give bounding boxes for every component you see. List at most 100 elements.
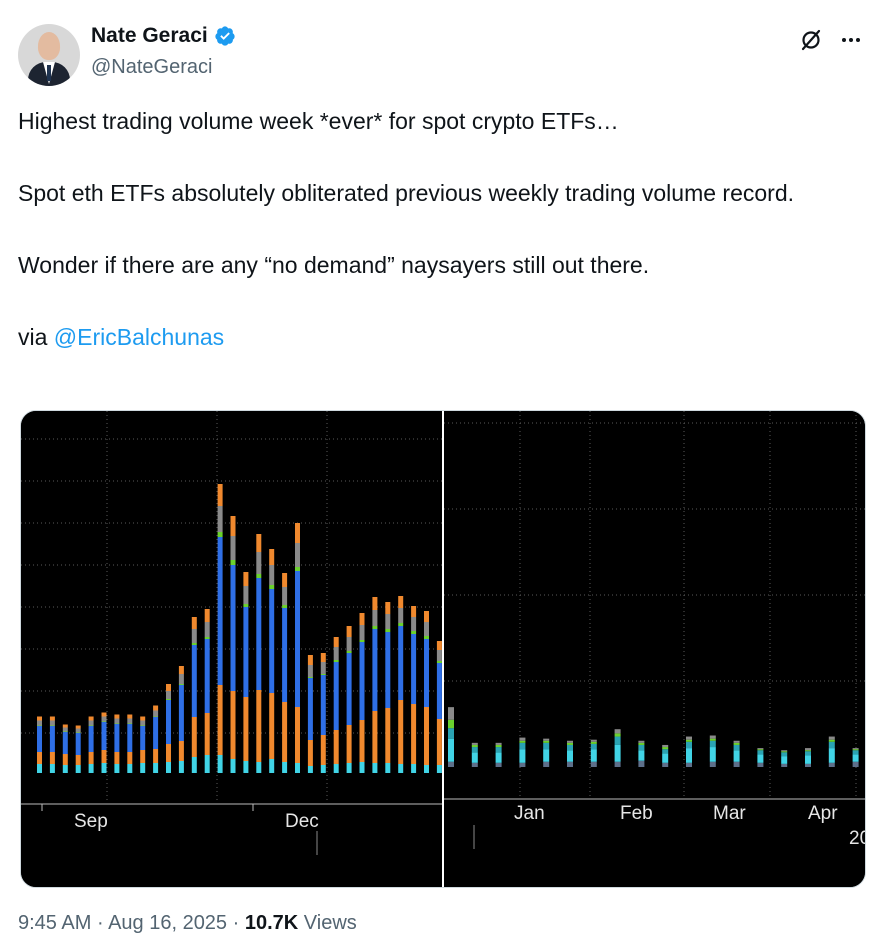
chart-bar-segment [127, 764, 133, 773]
chart-bar-segment [153, 749, 159, 763]
chart-bar-segment [62, 754, 68, 765]
chart-bar-segment [424, 707, 429, 765]
chart-bar-segment [448, 761, 454, 767]
chart-bar-segment [852, 750, 859, 755]
chart-bar-segment [295, 571, 300, 707]
chart-bar-segment [62, 731, 68, 732]
x-tick-label: Dec [285, 811, 319, 832]
more-icon[interactable] [837, 26, 865, 54]
chart-bar-segment [282, 702, 288, 762]
chart-bar-segment [385, 763, 391, 773]
chart-bar-segment [217, 506, 223, 532]
chart-bar-segment [166, 699, 171, 700]
chart-bar-segment [140, 720, 146, 726]
chart-bar-segment [424, 636, 429, 639]
chart-bar-segment [140, 716, 146, 721]
chart-bar-segment [178, 674, 184, 684]
chart-bar-segment [346, 653, 352, 725]
chart-bar-segment [411, 606, 417, 617]
tweet-body: Highest trading volume week *ever* for s… [18, 103, 858, 355]
chart-bar-segment [398, 700, 404, 764]
chart-bar-segment [243, 607, 249, 697]
chart-bar-segment [230, 759, 236, 773]
chart-bar-segment [114, 714, 120, 719]
chart-bar-segment [127, 714, 133, 719]
chart-bar-segment [852, 761, 859, 767]
chart-bar-segment [359, 613, 365, 625]
chart-bar-segment [191, 617, 197, 629]
chart-bar-segment [828, 739, 835, 742]
avatar[interactable] [18, 24, 80, 86]
chart-bar-segment [88, 725, 94, 726]
chart-bar-segment [805, 755, 811, 764]
chart-bar-segment [153, 705, 159, 711]
chart-bar-segment [204, 609, 210, 622]
chart-bar-segment [436, 661, 442, 663]
more-dot [849, 38, 853, 42]
chart-bar-segment [127, 718, 133, 724]
chart-bar-segment [230, 560, 236, 565]
chart-bar-segment [359, 640, 365, 642]
x-tick-label: 20 [849, 828, 866, 849]
chart-bar-segment [757, 750, 764, 755]
chart-bar-segment [166, 700, 171, 744]
chart-bar-segment [140, 725, 146, 726]
views-count: 10.7K [244, 912, 299, 934]
media-grid: Sep Dec Jan Feb Mar Apr 20 [20, 410, 866, 888]
chart-bar-segment [75, 725, 81, 729]
chart-bar-segment [114, 724, 120, 752]
chart-bar-segment [114, 752, 120, 764]
chart-bar-segment [49, 725, 55, 726]
chart-bar-segment [567, 761, 573, 767]
chart-bar-segment [471, 752, 478, 763]
chart-bar-segment [662, 753, 669, 763]
chart-bar-segment [114, 764, 120, 773]
chart-bar-segment [282, 587, 288, 605]
chart-bar-segment [781, 750, 788, 752]
chart-bar-segment [436, 765, 442, 773]
chart-bar-segment [256, 762, 262, 773]
chart-bar-segment [282, 605, 288, 608]
chart-bar-segment [282, 573, 288, 587]
handle[interactable]: @NateGeraci [91, 56, 213, 78]
chart-bar-segment [127, 752, 133, 764]
via-text: via [18, 324, 54, 350]
tweet-date[interactable]: Aug 16, 2025 [108, 912, 228, 934]
chart-bar-segment [385, 614, 391, 629]
chart-bar-segment [307, 677, 313, 678]
chart-bar-segment [543, 761, 550, 767]
display-name[interactable]: Nate Geraci [91, 24, 208, 47]
chart-bar-segment [346, 651, 352, 653]
chart-bar-segment [638, 744, 645, 751]
chart-bar-segment [411, 631, 417, 634]
chart-bar-segment [448, 707, 454, 720]
chart-image-left[interactable]: Sep Dec [21, 411, 442, 887]
chart-bar-segment [269, 565, 275, 585]
chart-bar-segment [178, 684, 184, 685]
tweet-time[interactable]: 9:45 AM [18, 912, 92, 934]
chart-bar-segment [590, 749, 597, 762]
chart-bar-segment [269, 589, 275, 693]
chart-bar-segment [471, 744, 478, 748]
chart-bar-segment [295, 567, 300, 571]
mention-link[interactable]: @EricBalchunas [53, 324, 225, 350]
chart-bar-segment [217, 537, 223, 685]
chart-bar-segment [543, 749, 550, 762]
chart-image-right[interactable]: Jan Feb Mar Apr 20 [444, 411, 866, 887]
chart-bar-segment [88, 752, 94, 764]
chart-bar-segment [320, 653, 326, 662]
chart-bar-segment [733, 761, 740, 767]
chart-bar-segment [733, 744, 740, 751]
chart-bar-segment [543, 738, 550, 741]
chart-bar-segment [127, 723, 133, 724]
chart-bar-segment [153, 717, 159, 749]
chart-bar-segment [269, 549, 275, 565]
chart-bar-segment [217, 685, 223, 755]
chart-bar-segment [567, 740, 573, 743]
grok-icon[interactable] [799, 28, 823, 52]
avatar-head [38, 32, 60, 60]
chart-bar-segment [385, 602, 391, 614]
chart-bar-segment [256, 534, 262, 552]
chart-bar-segment [37, 716, 42, 721]
verified-badge-icon[interactable] [214, 25, 236, 47]
